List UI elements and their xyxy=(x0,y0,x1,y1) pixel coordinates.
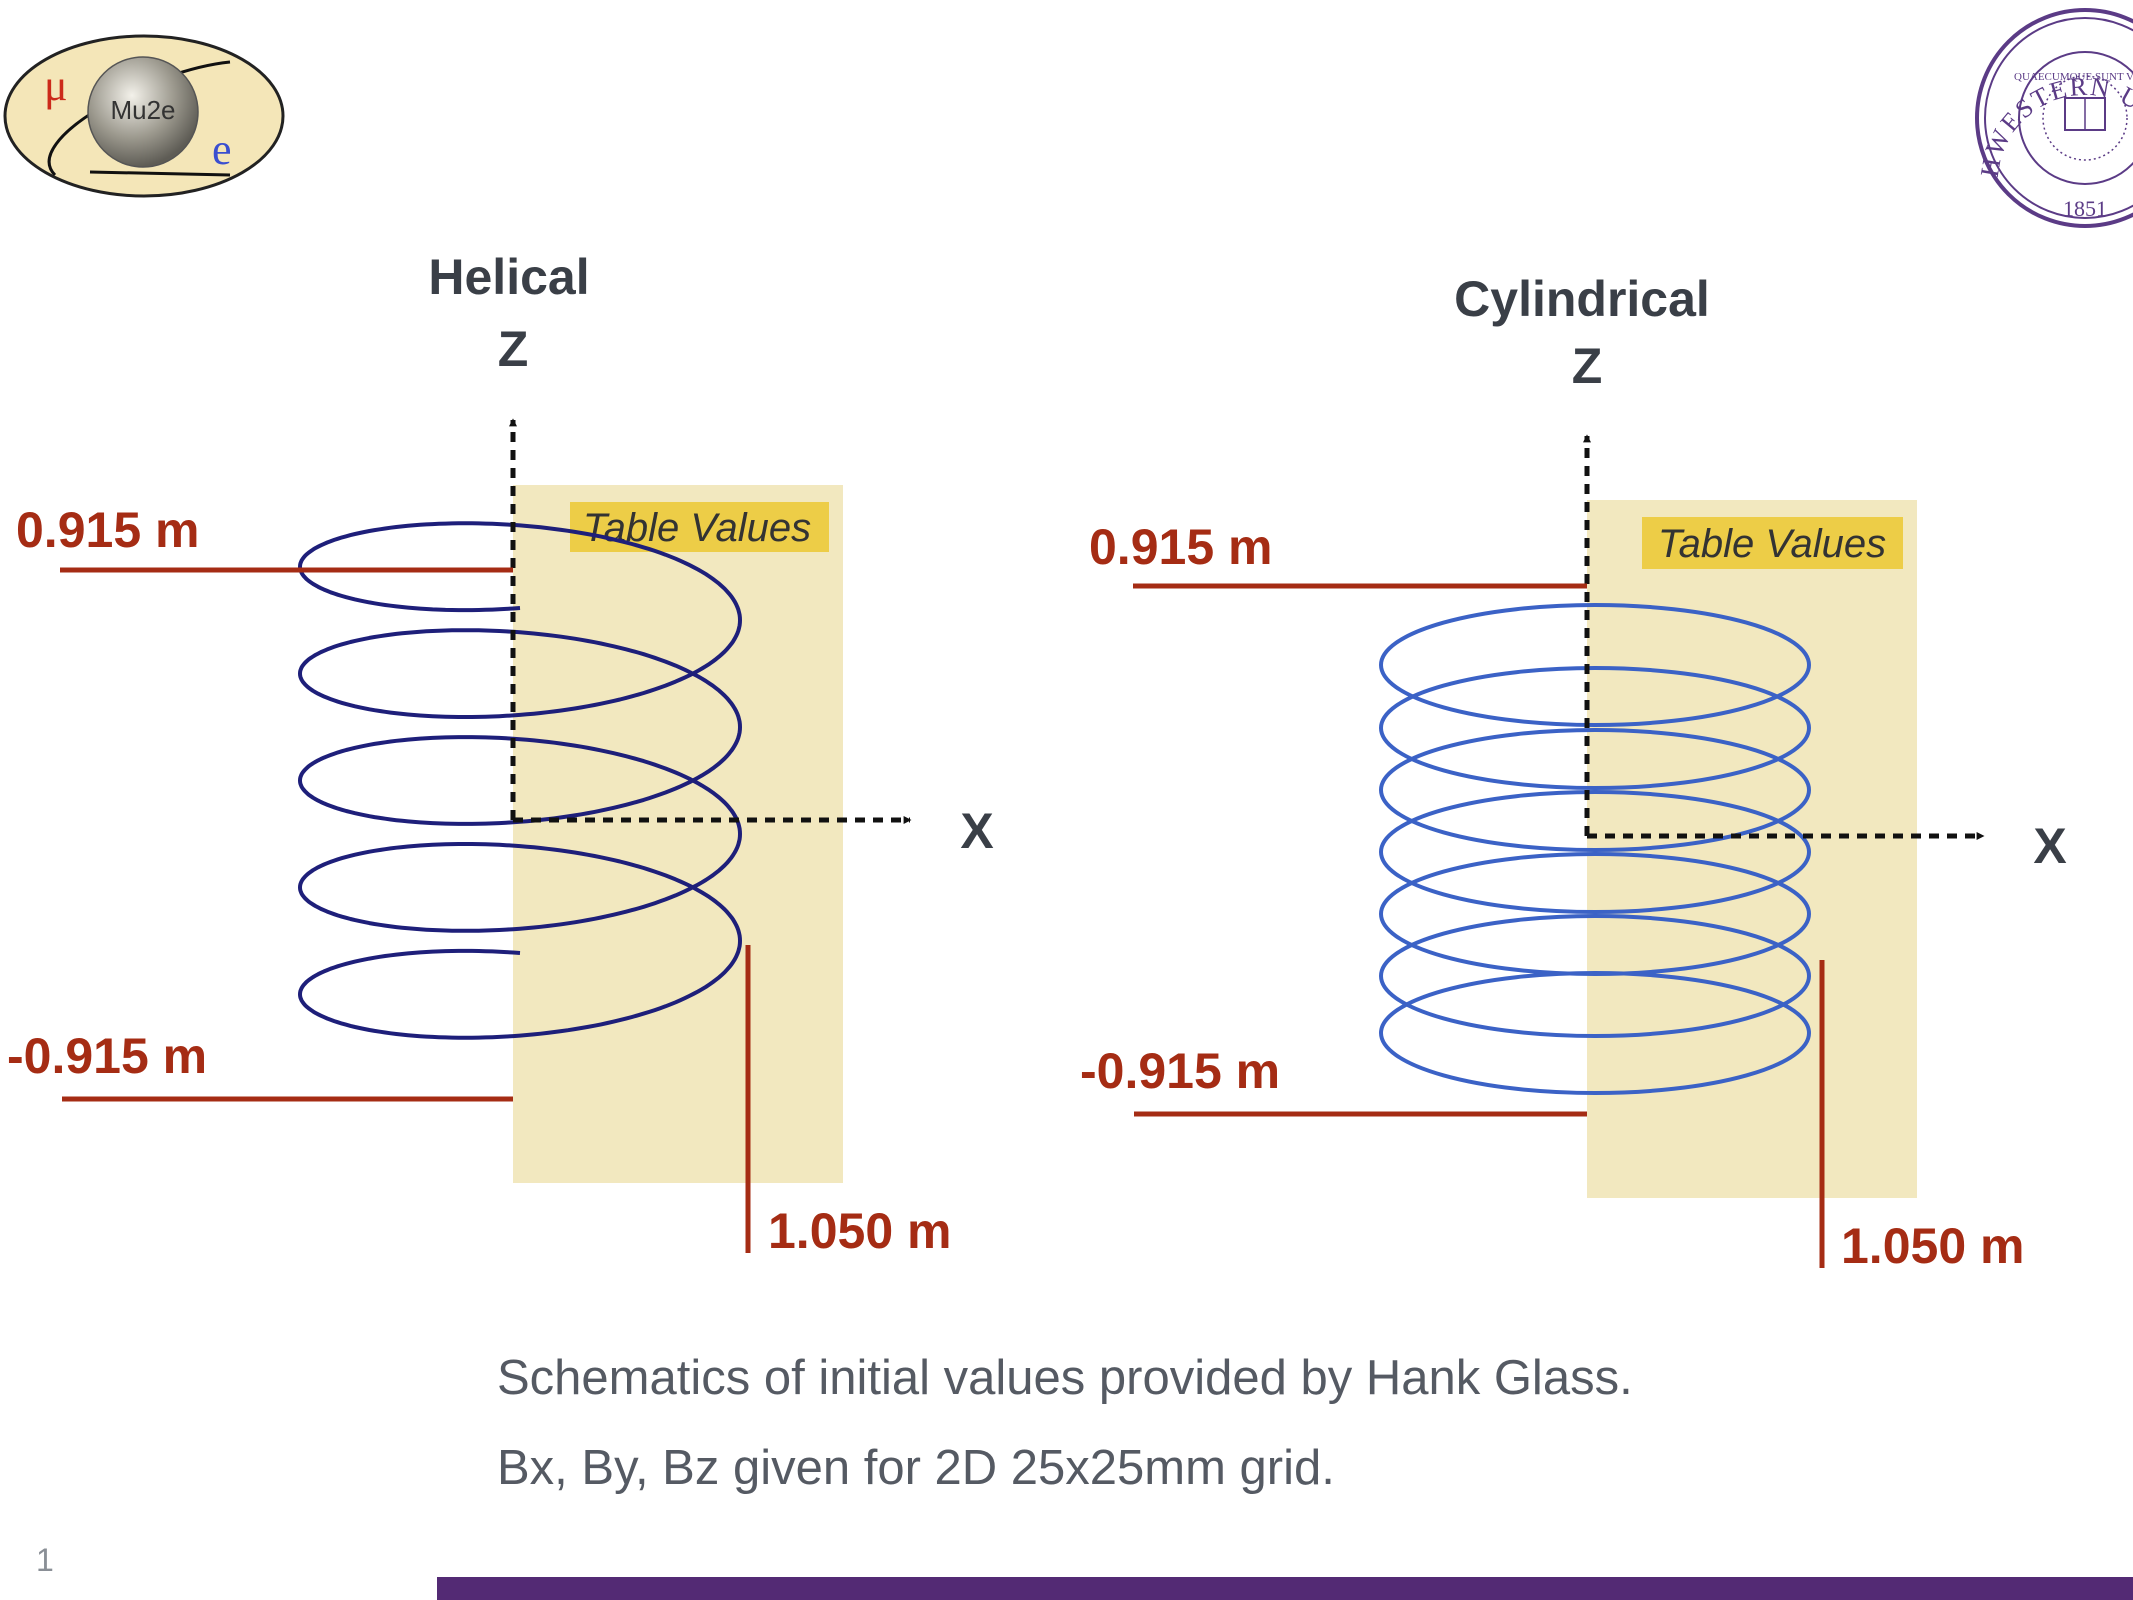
northwestern-seal: NORTHWESTERN UNIVERSITY QUAECUMQUE SUNT … xyxy=(0,0,2133,228)
table-values-label: Table Values xyxy=(1658,522,1886,566)
table-values-label: Table Values xyxy=(583,506,811,550)
bottom-dimension-label: -0.915 m xyxy=(7,1028,207,1084)
top-dimension-label: 0.915 m xyxy=(1089,519,1272,575)
z-axis-label: Z xyxy=(1572,338,1603,394)
electron-glyph: e xyxy=(212,125,232,174)
footer-bar xyxy=(437,1577,2133,1600)
coil-loop xyxy=(1379,728,1811,852)
mu-glyph: μ xyxy=(44,61,68,110)
coil-loop xyxy=(1379,971,1811,1095)
table-values-region xyxy=(513,485,843,1183)
x-axis-label: X xyxy=(960,803,993,859)
helical-diagram: Table Values Helical Z X 0.915 m -0.915 … xyxy=(7,249,994,1259)
table-values-label-bg xyxy=(570,502,829,552)
table-values-label-bg xyxy=(1642,517,1903,569)
seal-motto: QUAECUMQUE SUNT VERA xyxy=(2014,71,2133,83)
cylindrical-coil xyxy=(1379,603,1811,1095)
coil-loop xyxy=(1379,666,1811,790)
page-number: 1 xyxy=(36,1542,54,1578)
seal-year: 1851 xyxy=(2063,196,2107,221)
mu2e-logo-text: Mu2e xyxy=(110,95,175,125)
mu2e-logo: Mu2e μ e xyxy=(3,34,285,198)
top-dimension-label: 0.915 m xyxy=(16,502,199,558)
helix-wire xyxy=(298,521,742,1040)
coil-loop xyxy=(1379,914,1811,1038)
cylindrical-diagram: Table Values Cylindrical Z X 0.915 m -0.… xyxy=(1080,271,2067,1274)
caption-line-2: Bx, By, Bz given for 2D 25x25mm grid. xyxy=(497,1441,1335,1495)
z-axis-label: Z xyxy=(498,321,529,377)
radius-dimension-label: 1.050 m xyxy=(1841,1218,2024,1274)
bottom-dimension-label: -0.915 m xyxy=(1080,1043,1280,1099)
seal-ring-text: NORTHWESTERN UNIVERSITY xyxy=(0,0,2133,190)
radius-dimension-label: 1.050 m xyxy=(768,1203,951,1259)
helical-coil xyxy=(298,521,742,1040)
diagram-title: Helical xyxy=(428,249,589,305)
coil-loop xyxy=(1379,603,1811,727)
diagram-title: Cylindrical xyxy=(1454,271,1710,327)
coil-loop xyxy=(1379,790,1811,914)
caption-line-1: Schematics of initial values provided by… xyxy=(497,1351,1633,1405)
x-axis-label: X xyxy=(2033,818,2066,874)
